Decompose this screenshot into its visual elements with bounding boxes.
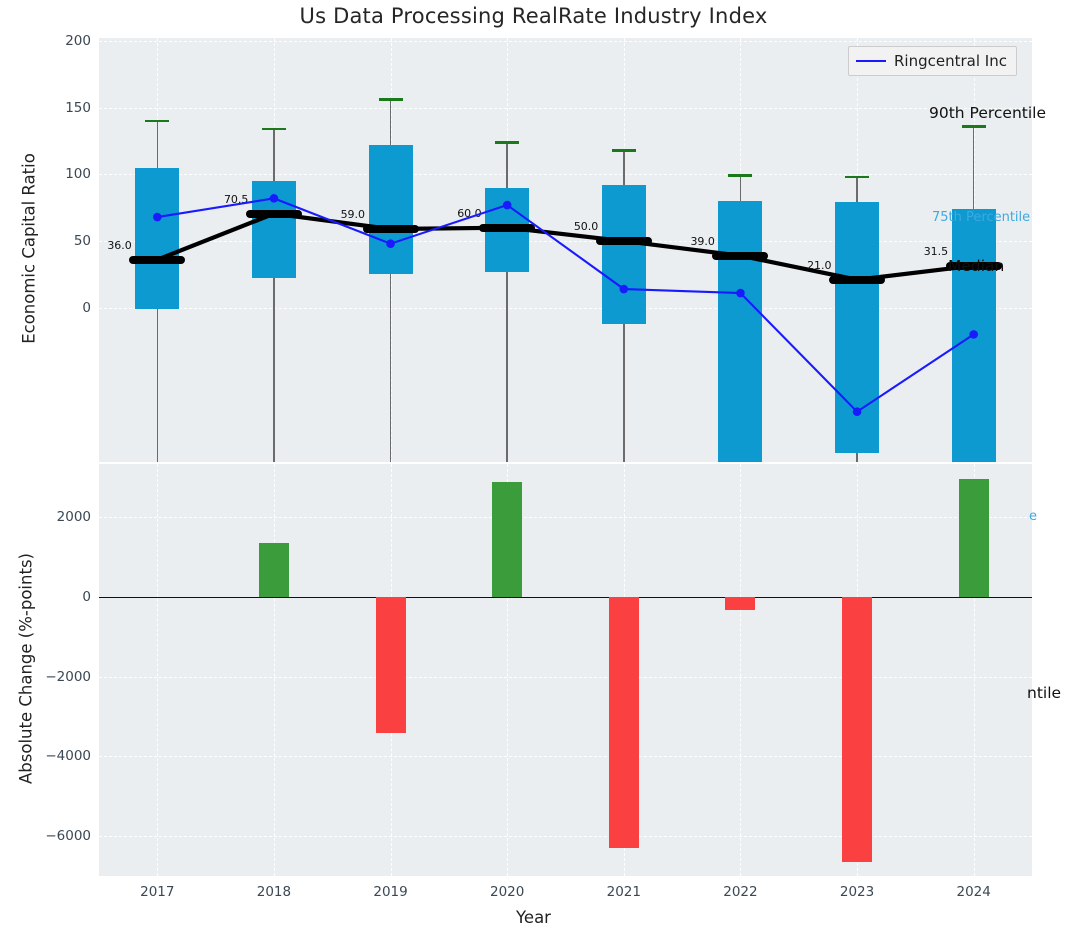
x-axis-label: Year <box>516 908 551 927</box>
median-marker <box>595 237 652 246</box>
change-bar-2024 <box>958 478 989 597</box>
box-interquartile-range <box>951 209 996 462</box>
gridline-horizontal <box>99 174 1032 176</box>
box-interquartile-range <box>718 201 763 462</box>
annotation-75th-percentile-clipped: e <box>1029 509 1037 524</box>
gridline-vertical <box>157 464 159 876</box>
median-value-label: 21.0 <box>807 258 832 272</box>
zero-line <box>99 597 1032 598</box>
y-tick-label-bottom: −6000 <box>45 827 91 844</box>
median-value-label: 39.0 <box>690 234 715 248</box>
x-tick-label-2024: 2024 <box>956 884 991 900</box>
y-tick-label-top: 50 <box>73 233 91 250</box>
y-tick-label-top: 200 <box>65 33 91 50</box>
annotation-90th-percentile: 90th Percentile <box>929 104 1047 122</box>
median-marker <box>479 223 536 232</box>
y-tick-label-top: 100 <box>65 166 91 183</box>
box-interquartile-range <box>135 167 180 310</box>
gridline-horizontal <box>99 835 1032 837</box>
annotation-75th-percentile: 75th Percentile <box>932 210 1031 225</box>
legend-label-ringcentral: Ringcentral Inc <box>894 52 1007 70</box>
x-tick-label-2017: 2017 <box>140 884 175 900</box>
legend-line-swatch <box>856 60 886 62</box>
annotation-median: Median <box>948 257 1005 275</box>
chart-legend[interactable]: Ringcentral Inc <box>848 46 1017 76</box>
box-interquartile-range <box>835 202 880 454</box>
change-bar-2019 <box>375 597 406 734</box>
company-series-line <box>153 194 978 417</box>
gridline-vertical <box>740 464 742 876</box>
annotation-90th-percentile-clipped: ntile <box>1027 684 1062 702</box>
gridline-vertical <box>973 464 975 876</box>
median-value-label: 31.5 <box>923 244 949 258</box>
median-value-label: 60.0 <box>457 206 482 220</box>
median-value-label: 50.0 <box>573 220 599 234</box>
bottom-panel-change <box>99 464 1032 876</box>
median-marker <box>245 209 302 218</box>
median-value-label: 36.0 <box>107 238 132 252</box>
y-tick-label-top: 0 <box>82 299 91 316</box>
gridline-horizontal <box>99 307 1032 309</box>
y-tick-label-bottom: −4000 <box>45 748 91 765</box>
gridline-horizontal <box>99 241 1032 243</box>
median-marker <box>362 225 419 234</box>
gridline-horizontal <box>99 756 1032 758</box>
median-marker <box>829 275 886 284</box>
top-panel-boxplot: 36.0 70.5 59.0 60.0 50.0 39.0 21.0 31.5 <box>99 38 1032 462</box>
change-bar-2021 <box>608 597 639 849</box>
x-tick-label-2022: 2022 <box>723 884 758 900</box>
x-tick-label-2021: 2021 <box>606 884 641 900</box>
cap-90th-percentile <box>261 127 286 131</box>
box-interquartile-range <box>251 181 296 279</box>
x-tick-label-2019: 2019 <box>373 884 408 900</box>
median-value-label: 70.5 <box>223 192 249 206</box>
whisker-line <box>273 129 275 462</box>
change-bar-2023 <box>842 597 873 863</box>
change-bar-2022 <box>725 597 756 611</box>
cap-90th-percentile <box>611 149 636 152</box>
change-bar-2020 <box>492 481 523 597</box>
y-tick-label-top: 150 <box>65 99 91 116</box>
cap-90th-percentile <box>378 98 403 101</box>
x-tick-label-2020: 2020 <box>490 884 525 900</box>
box-interquartile-range <box>601 185 646 324</box>
box-interquartile-range <box>368 145 413 275</box>
y-tick-label-bottom: 2000 <box>56 509 91 526</box>
cap-90th-percentile <box>145 119 170 123</box>
gridline-vertical <box>273 464 275 876</box>
cap-90th-percentile <box>728 174 753 177</box>
page-title: Us Data Processing RealRate Industry Ind… <box>299 4 768 28</box>
x-tick-label-2018: 2018 <box>256 884 292 900</box>
y-tick-label-bottom: 0 <box>82 589 91 605</box>
gridline-horizontal <box>99 517 1032 519</box>
cap-90th-percentile <box>845 175 870 179</box>
cap-90th-percentile <box>961 125 986 128</box>
y-tick-label-bottom: −2000 <box>45 668 91 685</box>
gridline-horizontal <box>99 41 1032 43</box>
median-marker <box>129 255 186 264</box>
median-value-label: 59.0 <box>340 208 366 222</box>
x-tick-label-2023: 2023 <box>839 884 875 900</box>
gridline-horizontal <box>99 107 1032 109</box>
change-bar-2018 <box>258 542 289 597</box>
median-connector-line <box>156 211 974 282</box>
median-marker <box>712 251 769 260</box>
gridline-horizontal <box>99 676 1032 678</box>
cap-90th-percentile <box>495 141 520 144</box>
gridline-vertical <box>507 464 509 876</box>
